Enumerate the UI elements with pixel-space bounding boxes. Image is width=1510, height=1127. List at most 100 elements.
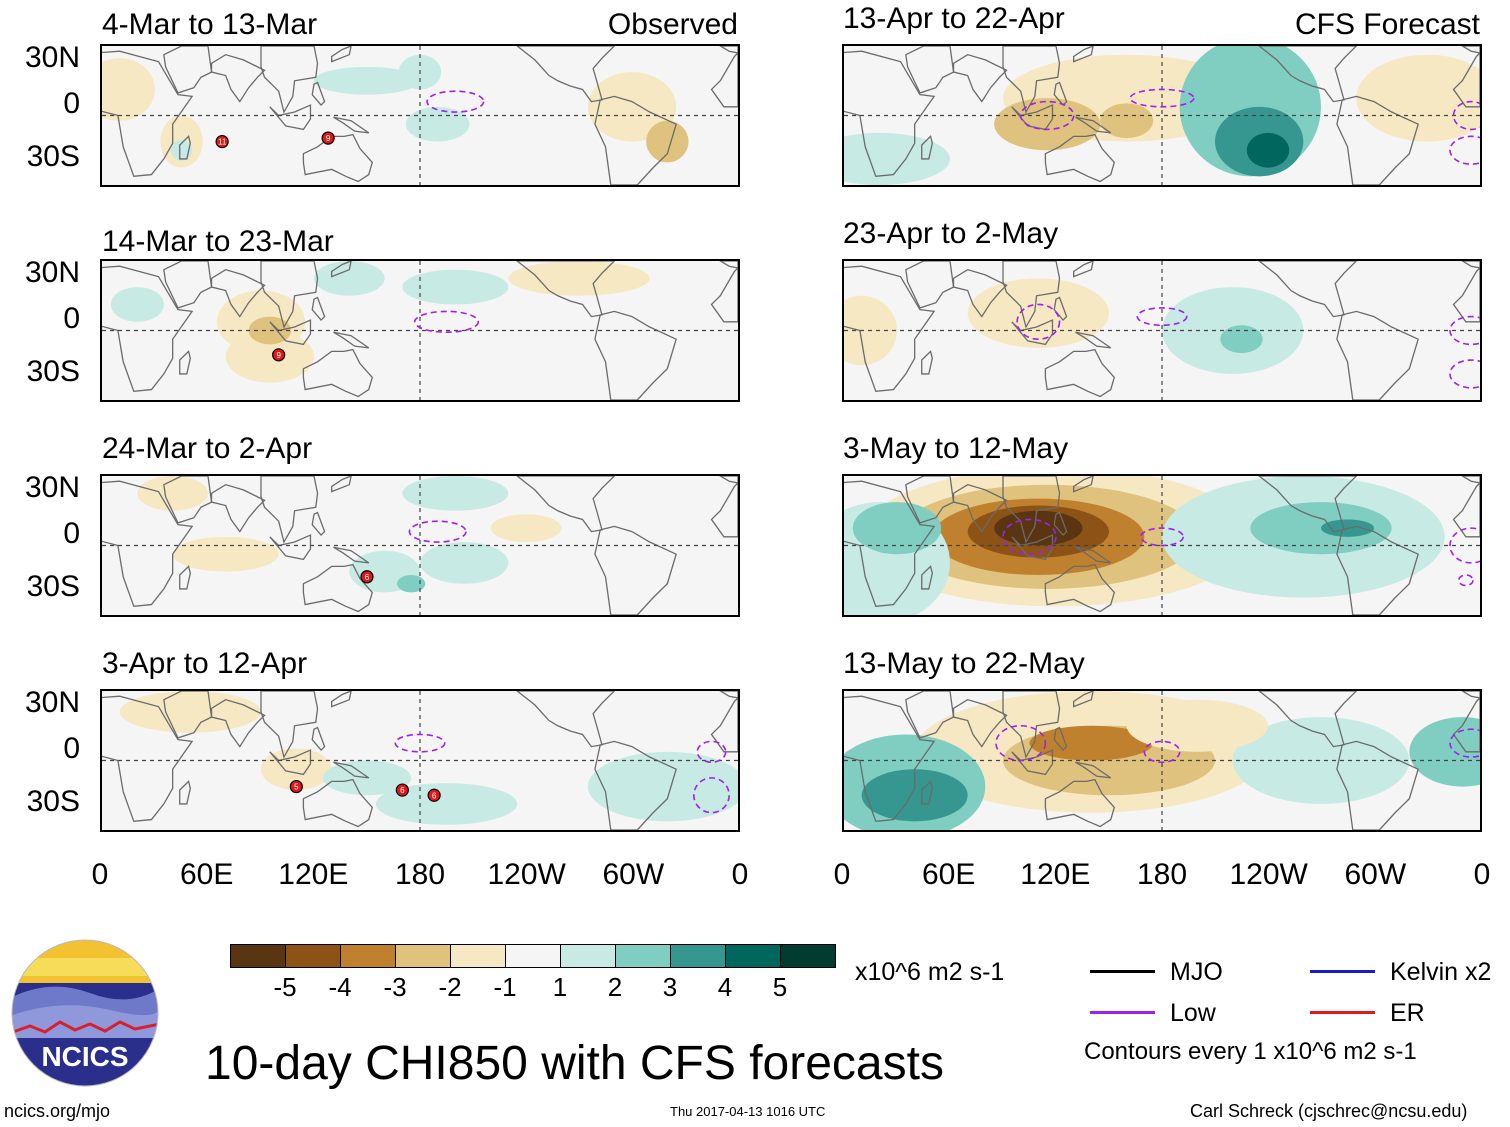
legend-label-kelvin: Kelvin x2 xyxy=(1390,958,1492,986)
panel-title-r2: 3-May to 12-May xyxy=(843,432,1069,465)
low-contour xyxy=(1449,315,1480,346)
chi-anomaly-region xyxy=(1220,325,1263,354)
lat-label: 30N xyxy=(24,686,80,719)
coastline xyxy=(333,116,370,134)
coastline xyxy=(844,265,936,393)
coastline xyxy=(1336,740,1419,830)
coastline xyxy=(952,268,1008,318)
map-panel-observed-4: 5 6 6 xyxy=(100,689,740,832)
low-contour xyxy=(1129,88,1195,108)
tropical-cyclone-icon xyxy=(272,348,286,362)
coastline xyxy=(905,691,955,739)
coastline xyxy=(1461,46,1480,54)
coastline xyxy=(210,483,266,533)
low-contour xyxy=(1449,728,1480,758)
coastline xyxy=(260,261,319,329)
panel-title-l1: 14-Mar to 23-Mar xyxy=(102,225,334,258)
tropical-cyclone-icon xyxy=(360,570,374,584)
low-contour xyxy=(696,740,727,764)
coastline xyxy=(952,483,1008,533)
coastline xyxy=(594,310,677,400)
coastline xyxy=(179,135,192,160)
coastline xyxy=(260,691,319,759)
colorbar-label: -1 xyxy=(493,972,517,1002)
coastline xyxy=(1073,476,1094,493)
chi-anomaly-region xyxy=(137,476,208,511)
coastline xyxy=(179,565,192,590)
coastline xyxy=(102,695,194,823)
coastline xyxy=(1452,267,1480,323)
map-panel-forecast-3 xyxy=(842,474,1482,617)
low-contour xyxy=(394,733,446,753)
coastline xyxy=(710,52,738,108)
coastline xyxy=(1002,261,1061,329)
coastline xyxy=(260,476,319,544)
coastline xyxy=(594,525,677,615)
lon-label: 120E xyxy=(278,858,349,891)
coastline xyxy=(102,480,194,608)
coastline xyxy=(1075,116,1112,134)
colorbar-label: -5 xyxy=(273,972,297,1002)
footer-author[interactable]: Carl Schreck (cjschrec@ncsu.edu) xyxy=(1190,1101,1468,1121)
coastline xyxy=(331,261,352,278)
coastline xyxy=(1075,546,1112,564)
cfs-forecast-label: CFS Forecast xyxy=(1294,8,1480,41)
coastline xyxy=(719,46,738,54)
coastline xyxy=(1044,563,1116,613)
coastline xyxy=(516,261,616,318)
cyclone-label: 9 xyxy=(326,134,331,143)
coastline xyxy=(844,480,936,608)
colorbar-label: -4 xyxy=(328,972,352,1002)
coastline xyxy=(1258,46,1358,103)
coastline xyxy=(210,268,266,318)
coastline xyxy=(331,691,352,708)
chi-anomaly-region xyxy=(375,783,518,825)
coastline xyxy=(210,698,266,748)
colorbar-swatch xyxy=(230,944,286,968)
coastline xyxy=(302,348,374,398)
panel-title-l0: 4-Mar to 13-Mar xyxy=(102,8,318,41)
colorbar-swatch xyxy=(285,944,341,968)
coastline xyxy=(905,476,955,524)
coastline xyxy=(1002,691,1061,759)
lat-label: 30N xyxy=(24,256,80,289)
coastline xyxy=(1053,81,1068,107)
coastline xyxy=(311,296,326,322)
chi-anomaly-region xyxy=(1126,699,1268,752)
coastline xyxy=(710,267,738,323)
chi-anomaly-region xyxy=(397,575,426,593)
low-contour xyxy=(1449,527,1480,564)
coastline xyxy=(163,476,213,524)
chi-anomaly-region xyxy=(1232,717,1410,804)
map-panel-observed-1: 11 9 xyxy=(100,44,740,187)
coastline xyxy=(311,511,326,537)
chi-anomaly-region xyxy=(314,66,420,95)
map-panel-observed-3: 6 xyxy=(100,474,740,617)
coastline xyxy=(844,50,936,178)
colorbar-swatch xyxy=(560,944,616,968)
coastline xyxy=(1053,296,1068,322)
colorbar-label: 1 xyxy=(552,972,568,1002)
footer-url[interactable]: ncics.org/mjo xyxy=(4,1101,111,1121)
chi-anomaly-region xyxy=(852,502,942,555)
lat-label: 30N xyxy=(24,41,80,74)
colorbar-label: 2 xyxy=(607,972,623,1002)
coastline xyxy=(952,698,1008,748)
figure-title: 10-day CHI850 with CFS forecasts xyxy=(205,1037,944,1090)
low-contour xyxy=(1143,740,1181,764)
coastline xyxy=(594,95,677,185)
cyclone-label: 6 xyxy=(400,786,405,795)
coastline xyxy=(1044,348,1116,398)
coastline xyxy=(921,350,934,375)
coastline xyxy=(1075,761,1112,779)
chi-anomaly-region xyxy=(119,691,261,733)
cyclone-label: 6 xyxy=(365,573,370,582)
legend-label-low: Low xyxy=(1170,999,1216,1027)
lon-label: 60W xyxy=(1344,858,1407,891)
coastline xyxy=(302,563,374,613)
low-contour xyxy=(1139,527,1184,547)
coastline xyxy=(1336,525,1419,615)
coastline xyxy=(1258,476,1358,533)
chi-anomaly-region xyxy=(402,269,509,305)
coastline xyxy=(1258,691,1358,748)
